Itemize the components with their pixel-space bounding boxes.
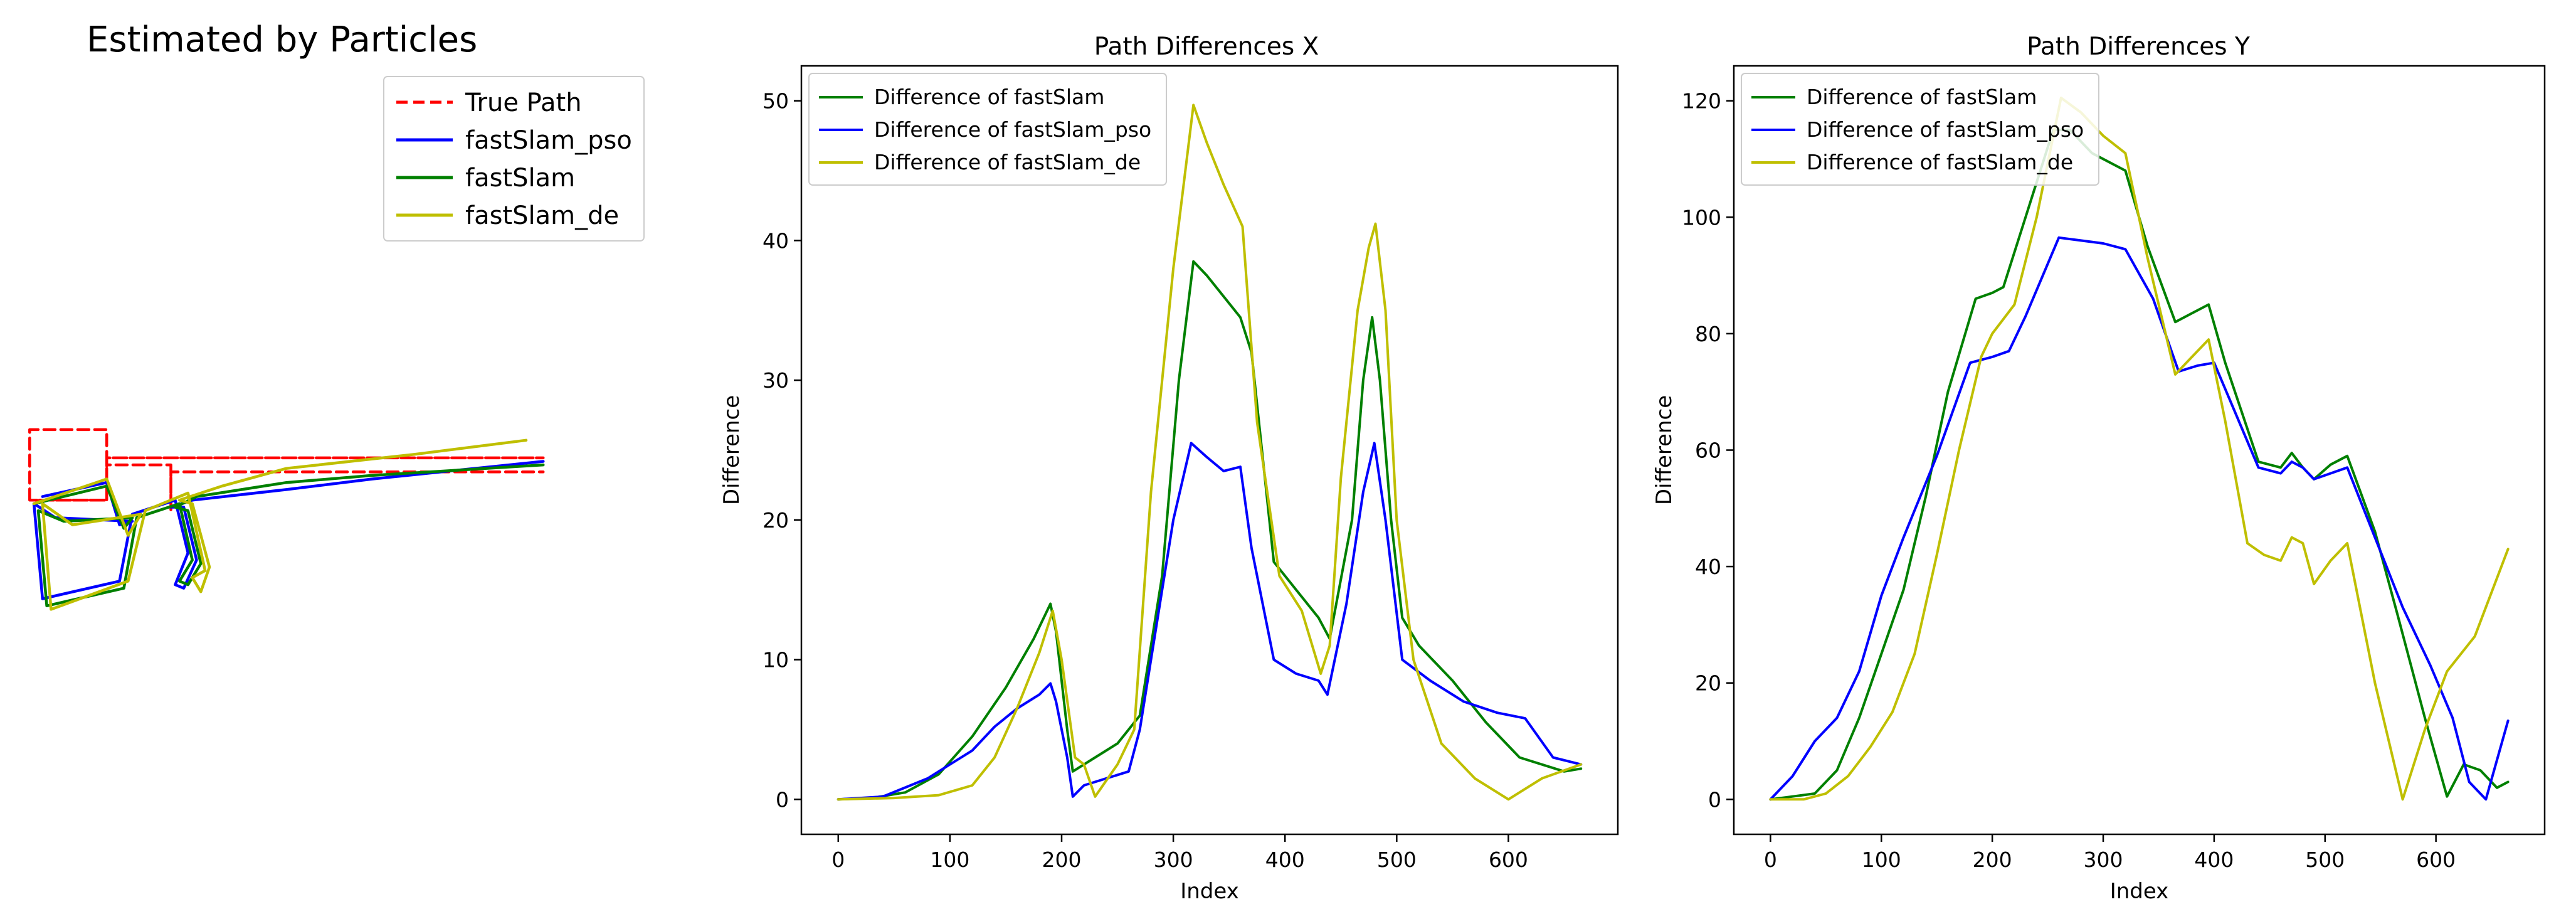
x-tick-label: 600 (2416, 847, 2456, 872)
y-tick-label: 40 (763, 228, 789, 253)
y-tick-label: 20 (763, 508, 789, 533)
trajectory-lines (28, 428, 545, 611)
chart-legend: Difference of fastSlam Difference of fast… (808, 73, 1167, 186)
y-axis-label: Difference (1652, 395, 1677, 505)
chart-title-diff-x: Path Differences X (1094, 33, 1319, 61)
x-axis-label: Index (1180, 879, 1239, 904)
x-axis-label: Index (2110, 879, 2169, 904)
series-line-true-path (28, 428, 545, 513)
x-tick-label: 500 (2305, 847, 2345, 872)
series-line-fastslam-de (32, 438, 528, 611)
chart-legend: Difference of fastSlam Difference of fast… (1741, 73, 2099, 186)
x-tick-label: 400 (2194, 847, 2234, 872)
x-tick-label: 100 (930, 847, 969, 872)
chart-title-estimated: Estimated by Particles (87, 19, 477, 60)
x-tick-label: 0 (1764, 847, 1777, 872)
path-differences-y-chart: Path Differences Y 0 100 200 300 400 500 600 0 2… (1652, 33, 2546, 904)
y-tick-label: 20 (1695, 671, 1721, 696)
y-tick-label: 10 (763, 648, 789, 672)
series-line-difference-of-fastslam-de (1769, 97, 2510, 801)
legend-label-difference-of-fastslam-pso: Difference of fastSlam_pso (1807, 117, 2084, 142)
legend-label-difference-of-fastslam: Difference of fastSlam (1807, 85, 2037, 109)
plot-frame (800, 65, 1619, 836)
y-tick-label: 100 (1682, 205, 1721, 230)
legend-label-fastslam: fastSlam (465, 164, 575, 193)
chart-title-diff-y: Path Differences Y (2027, 33, 2250, 61)
y-tick-label: 30 (763, 368, 789, 393)
x-tick-label: 100 (1862, 847, 1901, 872)
y-tick-label: 0 (1708, 787, 1721, 812)
path-differences-x-chart: Path Differences X 0 100 200 300 400 500 600 0 1… (719, 33, 1619, 904)
axes-x: 0 100 200 300 400 500 600 0 10 20 30 40 50 Index Diffe… (719, 65, 1619, 904)
x-tick-label: 0 (831, 847, 845, 872)
x-tick-label: 300 (2084, 847, 2123, 872)
series-line-difference-of-fastslam-de (837, 104, 1583, 801)
y-axis-label: Difference (719, 395, 744, 505)
estimated-path-chart: Estimated by Particles True Path fastSlam… (28, 19, 645, 611)
x-tick-label: 300 (1154, 847, 1193, 872)
y-tick-label: 40 (1695, 555, 1721, 579)
y-tick-label: 50 (763, 89, 789, 114)
series-line-difference-of-fastslam-pso (837, 442, 1583, 801)
legend-label-fastslam-de: fastSlam_de (465, 201, 619, 230)
series-line-difference-of-fastslam (837, 260, 1583, 801)
legend-label-difference-of-fastslam: Difference of fastSlam (874, 85, 1104, 109)
series-line-difference-of-fastslam-pso (1769, 236, 2510, 801)
x-tick-label: 200 (1973, 847, 2012, 872)
legend-box (808, 73, 1167, 186)
legend-label-difference-of-fastslam-pso: Difference of fastSlam_pso (874, 117, 1151, 142)
y-tick-label: 0 (776, 787, 789, 812)
legend-label-true-path: True Path (465, 88, 582, 117)
series-line-difference-of-fastslam (1769, 129, 2510, 801)
legend-box (383, 76, 645, 242)
legend-label-difference-of-fastslam-de: Difference of fastSlam_de (1807, 150, 2073, 174)
y-tick-label: 80 (1695, 322, 1721, 346)
legend-label-fastslam-pso: fastSlam_pso (465, 126, 632, 155)
legend-box (1741, 73, 2099, 186)
legend-label-difference-of-fastslam-de: Difference of fastSlam_de (874, 150, 1141, 174)
y-tick-label: 120 (1682, 89, 1721, 114)
x-tick-label: 600 (1489, 847, 1528, 872)
x-tick-label: 400 (1265, 847, 1305, 872)
chart-legend: True Path fastSlam_pso fastSlam fastSlam_de (383, 76, 645, 242)
y-tick-label: 60 (1695, 438, 1721, 463)
x-tick-label: 200 (1042, 847, 1082, 872)
x-tick-label: 500 (1377, 847, 1417, 872)
difference-lines-y (1769, 97, 2510, 801)
axes-y: 0 100 200 300 400 500 600 0 20 40 60 80 100 120 Index D… (1652, 65, 2546, 904)
difference-lines-x (837, 104, 1583, 801)
